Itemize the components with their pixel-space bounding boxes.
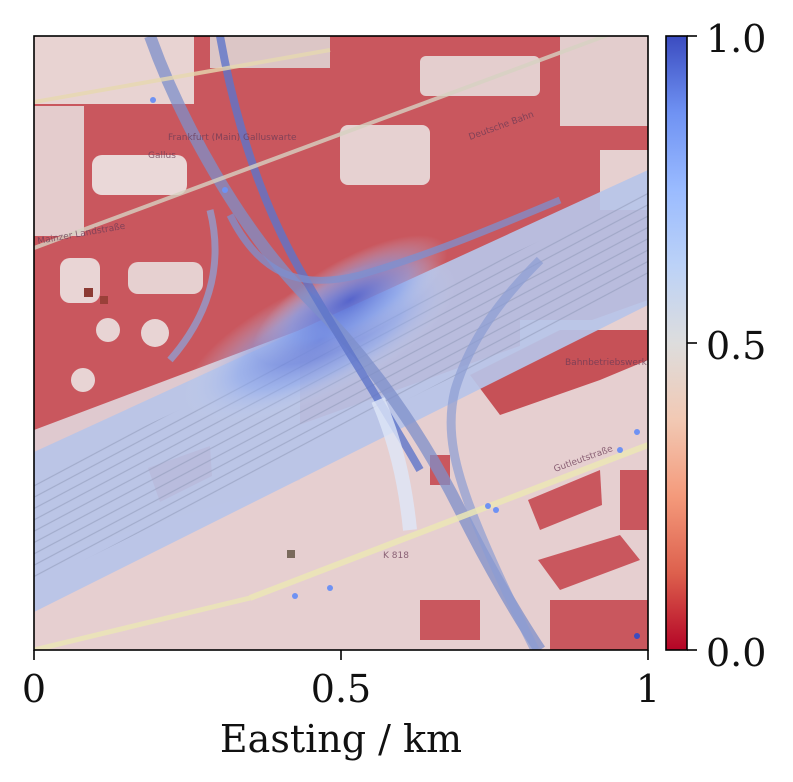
x-tick-label: 0.5: [311, 667, 371, 711]
x-tick-label: 1: [636, 667, 660, 711]
colorbar-tick-label: 1.0: [706, 17, 766, 61]
colorbar-tick-label: 0.0: [706, 631, 766, 675]
colorbar: 1.0 0.5 0.0: [665, 17, 766, 675]
colorbar-gradient: [665, 35, 688, 651]
colorbar-tick-label: 0.5: [706, 324, 766, 368]
map-label-depot: Bahnbetriebswerk: [565, 358, 648, 368]
map-heatmap: Frankfurt (Main) Galluswarte Gallus Main…: [34, 36, 648, 650]
x-axis: 0 0.5 1: [22, 650, 660, 711]
x-tick-label: 0: [22, 667, 46, 711]
x-axis-title: Easting / km: [220, 717, 462, 761]
map-label-station: Frankfurt (Main) Galluswarte: [168, 133, 297, 143]
map-label-road-ref: K 818: [383, 551, 409, 561]
map-label-district: Gallus: [148, 151, 176, 161]
